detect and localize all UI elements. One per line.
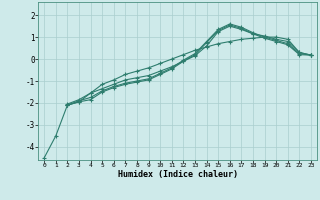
X-axis label: Humidex (Indice chaleur): Humidex (Indice chaleur) <box>118 170 238 179</box>
